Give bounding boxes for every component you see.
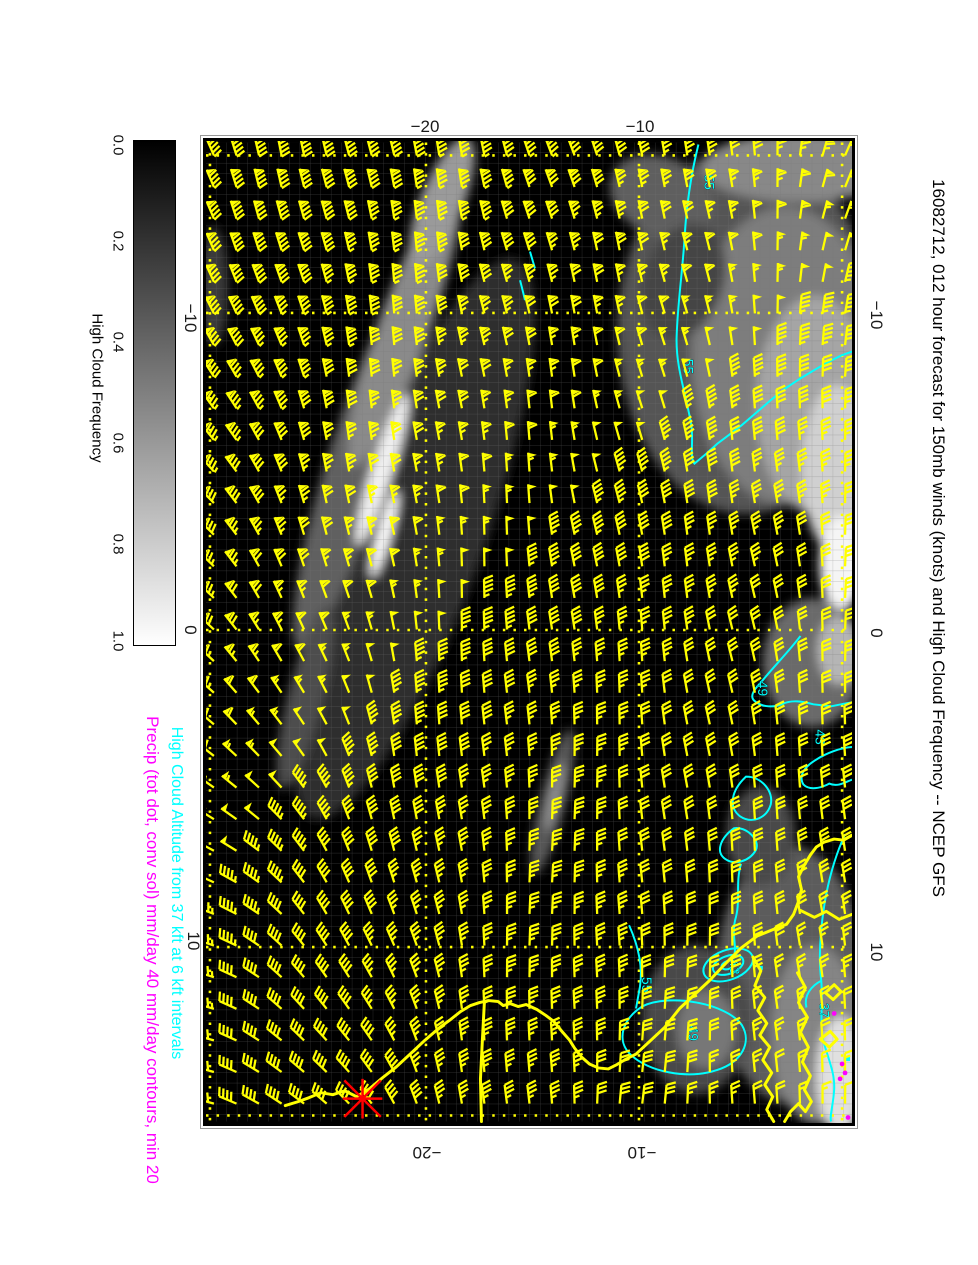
y-tick-right-minus10: −10: [867, 300, 886, 330]
colorbar-tick-0.4: 0.4: [109, 331, 127, 353]
contour-label: 37: [816, 1003, 832, 1019]
location-marker-star: [342, 1078, 383, 1119]
contour-label: 49: [755, 681, 771, 697]
caption-cloud-altitude: High Cloud Altitude from 37 kft at 6 kft…: [168, 726, 185, 1060]
graticule-10deg: [206, 142, 852, 1122]
colorbar-tick-0.2: 0.2: [109, 230, 127, 252]
colorbar-tick-0.6: 0.6: [109, 432, 127, 454]
x-tick-top-minus10: −10: [625, 117, 655, 136]
colorbar-gradient: [133, 140, 176, 646]
wind-barbs: [206, 141, 852, 1105]
colorbar-tick-0.8: 0.8: [109, 533, 127, 555]
caption-precip: Precip (tot dot, conv sol) mm/day 40 mm/…: [143, 716, 162, 1184]
y-tick-left-10: 10: [184, 931, 203, 951]
x-tick-top-minus20: −20: [410, 117, 440, 136]
precip-dots: [831, 1011, 851, 1120]
y-tick-right-0: 0: [867, 628, 886, 638]
y-tick-left-minus10: −10: [181, 303, 200, 333]
colorbar-tick-1.0: 1.0: [109, 630, 127, 652]
plot-title: 16082712, 012 hour forecast for 150mb wi…: [929, 179, 948, 897]
colorbar-tick-0.0: 0.0: [109, 134, 127, 156]
x-tick-bottom-minus20: −20: [412, 1143, 442, 1162]
map-panel: 55 55 49 43 55 43 49 37: [203, 138, 855, 1126]
x-tick-bottom-minus10: −10: [627, 1143, 657, 1162]
y-tick-right-10: 10: [867, 942, 886, 962]
contour-label: 55: [639, 977, 655, 993]
y-tick-left-0: 0: [181, 625, 200, 635]
colorbar-label: High Cloud Frequency: [88, 313, 106, 463]
